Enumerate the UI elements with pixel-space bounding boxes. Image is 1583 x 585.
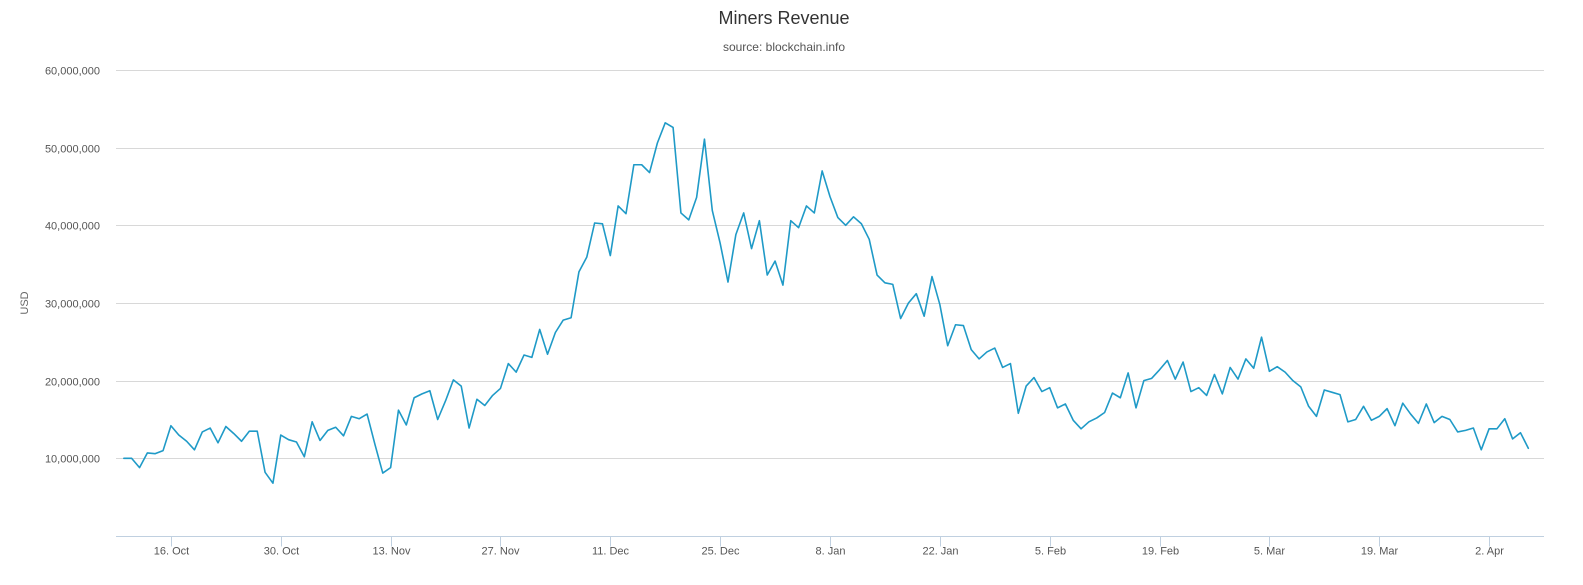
y-tick-label: 60,000,000 — [45, 66, 100, 78]
y-tick-label: 40,000,000 — [45, 221, 100, 233]
x-tick-label: 25. Dec — [702, 546, 740, 558]
x-tick-label: 19. Mar — [1361, 546, 1399, 558]
grid-lines — [116, 70, 1544, 459]
x-tick-label: 22. Jan — [922, 546, 958, 558]
y-axis-title: USD — [19, 291, 31, 314]
series-layer — [123, 122, 1530, 484]
y-tick-label: 50,000,000 — [45, 144, 100, 156]
chart-subtitle: source: blockchain.info — [723, 40, 845, 54]
chart-title: Miners Revenue — [718, 8, 849, 28]
y-tick-label: 30,000,000 — [45, 299, 100, 311]
axes: 10,000,000 20,000,000 30,000,000 40,000,000… — [45, 66, 1544, 558]
x-tick-label: 11. Dec — [592, 546, 630, 558]
x-tick-label: 16. Oct — [154, 546, 189, 558]
x-tick-label: 5. Mar — [1254, 546, 1286, 558]
y-tick-label: 10,000,000 — [45, 454, 100, 466]
x-tick-label: 27. Nov — [482, 546, 520, 558]
x-tick-label: 19. Feb — [1142, 546, 1179, 558]
miners-revenue-series-line — [123, 122, 1530, 484]
x-tick-label: 5. Feb — [1035, 546, 1066, 558]
x-tick-label: 13. Nov — [373, 546, 411, 558]
x-tick-label: 2. Apr — [1475, 546, 1504, 558]
x-tick-label: 30. Oct — [264, 546, 299, 558]
x-tick-label: 8. Jan — [816, 546, 846, 558]
y-tick-label: 20,000,000 — [45, 377, 100, 389]
